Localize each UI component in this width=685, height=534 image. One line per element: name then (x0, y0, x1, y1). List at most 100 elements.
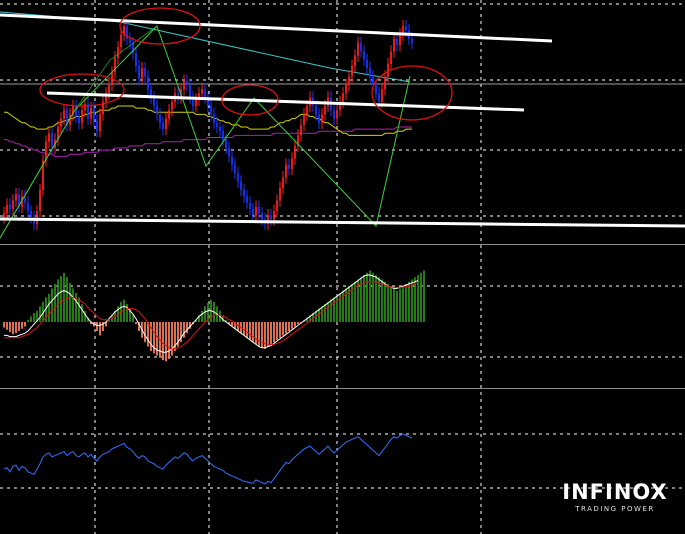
candle-body-131 (396, 38, 398, 46)
histogram-bar-98 (297, 322, 299, 325)
histogram-bar-11 (36, 310, 38, 322)
candle-body-43 (132, 43, 134, 54)
histogram-bar-29 (90, 322, 92, 325)
candle-body-86 (261, 213, 263, 220)
histogram-bar-60 (183, 322, 185, 338)
histogram-bar-130 (393, 288, 395, 322)
candle-body-52 (159, 114, 161, 123)
candle-body-46 (141, 68, 143, 79)
candle-body-14 (45, 141, 47, 161)
candle-body-45 (138, 66, 140, 79)
candle-body-19 (60, 118, 62, 127)
candle-body-105 (318, 114, 320, 123)
histogram-bar-107 (324, 304, 326, 322)
candle-body-26 (81, 110, 83, 123)
middle-trend-line (46, 91, 525, 112)
candle-body-30 (93, 108, 95, 121)
candle-body-83 (252, 208, 254, 216)
histogram-bar-75 (228, 322, 230, 325)
histogram-bar-115 (348, 286, 350, 322)
candle-body-75 (228, 148, 230, 157)
histogram-bar-81 (246, 322, 248, 338)
brand-logo: INFINOX TRADING POWER (556, 480, 674, 514)
candle-body-63 (192, 97, 194, 106)
candle-body-85 (258, 206, 260, 214)
candle-body-67 (204, 89, 206, 98)
histogram-bar-26 (81, 304, 83, 322)
candle-body-73 (222, 131, 224, 140)
candle-body-74 (225, 139, 227, 148)
candle-body-32 (99, 114, 101, 132)
candle-body-51 (156, 106, 158, 115)
histogram-bar-50 (153, 322, 155, 354)
candle-body-50 (153, 97, 155, 106)
histogram-bar-21 (66, 277, 68, 322)
slow-moving-average-line (4, 126, 412, 157)
histogram-bar-48 (147, 322, 149, 347)
candle-body-61 (186, 80, 188, 85)
candle-body-79 (240, 181, 242, 190)
candle-body-11 (36, 211, 38, 224)
candle-body-42 (129, 38, 131, 43)
histogram-bar-76 (231, 322, 233, 327)
candle-body-98 (297, 135, 299, 146)
histogram-bar-25 (78, 297, 80, 322)
candle-body-31 (96, 120, 98, 132)
oscillator-panel (3, 270, 425, 362)
histogram-bar-34 (105, 322, 107, 327)
histogram-bar-16 (51, 288, 53, 322)
histogram-bar-101 (306, 317, 308, 322)
histogram-bar-134 (405, 283, 407, 322)
histogram-bar-116 (351, 283, 353, 322)
histogram-bar-42 (129, 308, 131, 322)
candle-body-82 (249, 202, 251, 209)
histogram-bar-112 (339, 292, 341, 322)
candle-body-96 (291, 158, 293, 169)
histogram-bar-10 (33, 313, 35, 322)
candle-body-114 (345, 85, 347, 94)
candle-body-55 (168, 110, 170, 119)
candle-body-58 (177, 93, 179, 98)
candle-body-70 (213, 114, 215, 123)
oscillator-signal-line (4, 281, 419, 350)
candle-body-84 (255, 206, 257, 216)
histogram-bar-109 (330, 299, 332, 322)
candle-body-97 (294, 145, 296, 159)
histogram-bar-51 (156, 322, 158, 356)
candle-body-106 (321, 114, 323, 123)
histogram-bar-106 (321, 306, 323, 322)
histogram-bar-131 (396, 290, 398, 322)
histogram-bar-91 (276, 322, 278, 340)
histogram-bar-31 (96, 322, 98, 331)
candle-body-110 (333, 110, 335, 119)
histogram-bar-45 (138, 322, 140, 331)
candle-body-22 (69, 114, 71, 125)
histogram-bar-94 (285, 322, 287, 334)
candle-body-54 (165, 118, 167, 130)
candle-body-3 (12, 200, 14, 209)
candle-body-81 (246, 196, 248, 203)
candle-body-41 (126, 26, 128, 39)
histogram-bar-8 (27, 319, 29, 322)
histogram-bar-96 (291, 322, 293, 329)
histogram-bar-66 (201, 310, 203, 322)
histogram-bar-85 (258, 322, 260, 347)
candle-body-88 (267, 215, 269, 224)
candle-body-69 (210, 106, 212, 115)
candle-body-100 (303, 114, 305, 125)
histogram-bar-56 (171, 322, 173, 356)
histogram-bar-3 (12, 322, 14, 335)
candle-body-18 (57, 127, 59, 140)
candle-body-7 (24, 196, 26, 203)
histogram-bar-103 (312, 313, 314, 322)
histogram-bar-55 (168, 322, 170, 359)
candle-body-76 (231, 156, 233, 165)
histogram-bar-2 (9, 322, 11, 333)
candle-body-25 (78, 116, 80, 123)
histogram-bar-139 (420, 272, 422, 322)
candle-body-4 (15, 194, 17, 201)
annotation-layer (0, 7, 685, 228)
candle-body-64 (195, 99, 197, 106)
candle-body-21 (66, 110, 68, 125)
